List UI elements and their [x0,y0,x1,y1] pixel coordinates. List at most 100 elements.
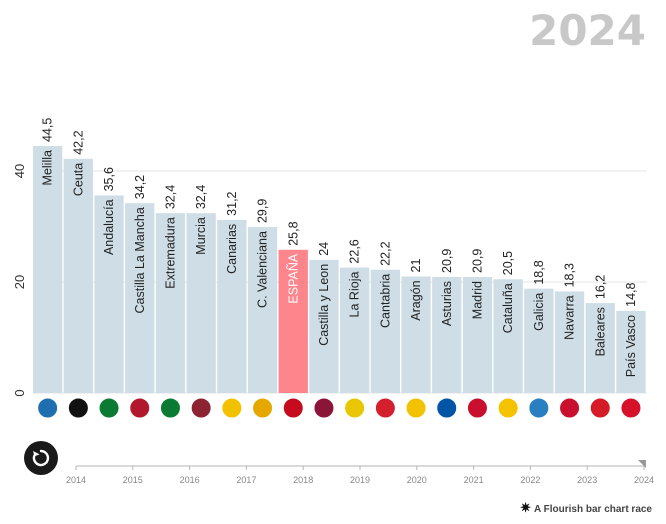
bar-value-label: 31,2 [225,191,239,215]
bar-category-label: Cantabria [378,274,392,328]
bar-category-label: Canarias [225,224,239,274]
bar-category-label: Extremadura [163,217,177,289]
extremadura-flag [159,397,181,419]
bar-category-label: ESPAÑA [286,253,300,303]
andalucia-flag [98,397,120,419]
bar-category-label: Aragón [409,280,423,320]
year-label: 2024 [529,6,646,55]
timeline-year-label: 2018 [293,475,313,485]
bar-category-label: Baleares [593,307,607,356]
flourish-credit[interactable]: ✷ A Flourish bar chart race [520,500,652,516]
timeline-handle[interactable] [638,460,646,468]
aragon-flag [405,397,427,419]
bar-value-label: 20,9 [440,249,454,273]
bar-category-label: Castilla La Mancha [133,207,147,313]
bar-value-label: 32,4 [163,185,177,209]
bar-category-label: País Vasco [624,315,638,377]
bar [33,146,63,393]
valenciana-flag [252,397,274,419]
bar-value-label: 16,2 [593,275,607,299]
bar [462,277,493,393]
bar-value-label: 22,2 [378,241,392,265]
bar [125,203,155,393]
timeline-year-label: 2016 [180,475,200,485]
bar-category-label: Galicia [532,293,546,331]
flourish-logo-icon: ✷ [520,500,531,515]
baleares-flag [589,397,611,419]
timeline-year-label: 2015 [123,475,143,485]
timeline-year-label: 2020 [407,475,427,485]
timeline-year-label: 2024 [634,475,654,485]
cataluna-flag [497,397,519,419]
bar-value-label: 29,9 [256,199,270,223]
credit-text: A Flourish bar chart race [534,504,652,515]
cantabria-flag [374,397,396,419]
bar-category-label: Ceuta [71,163,85,196]
bar-value-label: 18,8 [532,260,546,284]
bar-value-label: 21 [409,258,423,272]
bar [432,277,462,393]
bar [493,279,523,393]
ceuta-flag [67,397,89,419]
y-tick-label: 40 [12,164,27,178]
bar-value-label: 14,8 [624,282,638,306]
y-tick-label: 20 [12,275,27,289]
timeline-year-label: 2021 [464,475,484,485]
bar-value-label: 24 [317,242,331,256]
bar [278,249,308,393]
pais-vasco-flag [620,397,642,419]
bar-value-label: 44,5 [41,118,55,142]
bar-category-label: Madrid [470,281,484,319]
bar-category-label: Murcia [194,217,208,255]
bar-category-label: Asturias [440,281,454,326]
bar [247,227,278,393]
bar [585,303,615,393]
galicia-flag [528,397,550,419]
la-rioja-flag [344,397,366,419]
bar-value-label: 18,3 [563,263,577,287]
bar [63,158,93,393]
bar [370,269,400,393]
bar [524,288,554,393]
madrid-flag [466,397,488,419]
replay-icon [32,449,50,467]
asturias-flag [436,397,458,419]
bar-category-label: C. Valenciana [256,231,270,308]
castilla-y-leon-flag [313,397,335,419]
navarra-flag [559,397,581,419]
bar [186,213,216,393]
bar-value-label: 34,2 [133,175,147,199]
timeline-year-label: 2017 [236,475,256,485]
bar [340,267,370,393]
timeline-year-label: 2019 [350,475,370,485]
bar-category-label: Navarra [563,295,577,340]
bar-value-label: 32,4 [194,185,208,209]
bar [616,310,646,393]
bar-value-label: 42,2 [71,130,85,154]
y-tick-label: 0 [12,389,27,396]
timeline-year-label: 2014 [66,475,86,485]
bar [155,213,186,393]
bar-category-label: Cataluña [501,283,515,333]
bar [309,259,339,393]
bar-category-label: Andalucía [102,199,116,255]
replay-button[interactable] [24,441,58,475]
bar-category-label: Castilla y Leon [317,264,331,346]
bar [401,276,431,393]
castilla-la-mancha-flag [129,397,151,419]
bar-category-label: Melilla [41,150,55,185]
bar-category-label: La Rioja [348,272,362,318]
canarias-flag [221,397,243,419]
bar-value-label: 22,6 [348,239,362,263]
espana-flag [282,397,304,419]
bar [554,291,585,393]
bar-value-label: 35,6 [102,167,116,191]
timeline-year-label: 2023 [577,475,597,485]
bar [217,219,247,393]
murcia-flag [190,397,212,419]
bar-value-label: 25,8 [286,221,300,245]
melilla-flag [37,397,59,419]
bar [94,195,124,393]
bar-value-label: 20,9 [470,249,484,273]
